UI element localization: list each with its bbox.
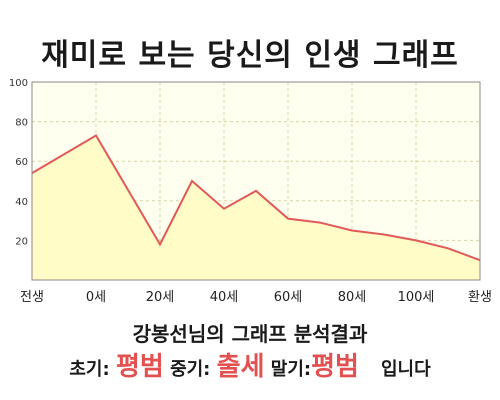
early-label: 초기: (69, 359, 110, 380)
x-tick-label: 40세 (210, 290, 239, 305)
x-tick-label: 0세 (86, 290, 106, 305)
life-graph-chart: 20 40 60 80 100 전생 0세 20세 40세 60세 80세 100세 환생 (9, 78, 492, 305)
x-tick-label: 20세 (146, 290, 175, 305)
result-summary: 초기: 평범 중기: 출세 말기:평범 입니다 (0, 346, 500, 383)
mid-label: 중기: (170, 359, 211, 380)
y-tick-label: 60 (15, 157, 28, 168)
y-tick-label: 100 (9, 78, 28, 89)
y-tick-label: 40 (15, 197, 28, 208)
late-value: 평범 (311, 352, 359, 382)
y-tick-label: 80 (15, 118, 28, 129)
x-tick-label: 전생 (20, 290, 44, 305)
early-value: 평범 (115, 352, 164, 382)
x-tick-label: 환생 (468, 290, 492, 305)
mid-value: 출세 (216, 352, 265, 382)
x-tick-label: 60세 (274, 290, 303, 305)
y-tick-label: 20 (15, 236, 28, 247)
x-tick-label: 80세 (338, 290, 367, 305)
late-label: 말기: (270, 359, 312, 380)
y-axis: 20 40 60 80 100 (9, 78, 28, 247)
result-suffix: 입니다 (380, 359, 431, 380)
area-fill (32, 135, 480, 280)
page-title: 재미로 보는 당신의 인생 그래프 (41, 38, 459, 73)
x-tick-label: 100세 (398, 290, 435, 305)
plot-border (31, 81, 481, 281)
result-title: 강봉선님의 그래프 분석결과 (132, 322, 368, 346)
series-line (31, 134, 481, 262)
x-axis: 전생 0세 20세 40세 60세 80세 100세 환생 (20, 290, 492, 305)
